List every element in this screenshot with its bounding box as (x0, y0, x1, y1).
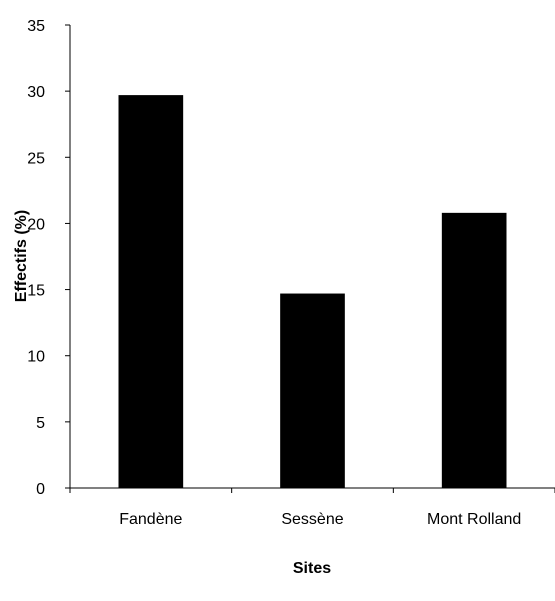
y-tick-label: 25 (27, 150, 45, 167)
x-axis: Fandène Sessène Mont Rolland (69, 487, 555, 528)
x-tick-label: Sessène (281, 511, 343, 528)
bars (118, 95, 507, 489)
x-tick-label: Fandène (119, 511, 182, 528)
y-tick-label: 30 (27, 84, 45, 101)
bar-sess-ne (280, 293, 345, 488)
bar-mont-rolland (441, 212, 507, 489)
bar-fand-ne (118, 95, 184, 489)
x-tick-label: Mont Rolland (427, 511, 521, 528)
y-tick-label: 10 (27, 349, 45, 366)
y-tick-label: 0 (36, 481, 45, 498)
y-tick-label: 15 (27, 283, 45, 300)
y-axis: 0 5 10 15 20 25 30 35 (27, 18, 71, 498)
y-tick-label: 20 (27, 216, 45, 233)
y-axis-title: Effectifs (%) (13, 210, 30, 302)
y-tick-label: 5 (36, 415, 45, 432)
y-tick-label: 35 (27, 18, 45, 35)
x-axis-title: Sites (293, 560, 331, 577)
